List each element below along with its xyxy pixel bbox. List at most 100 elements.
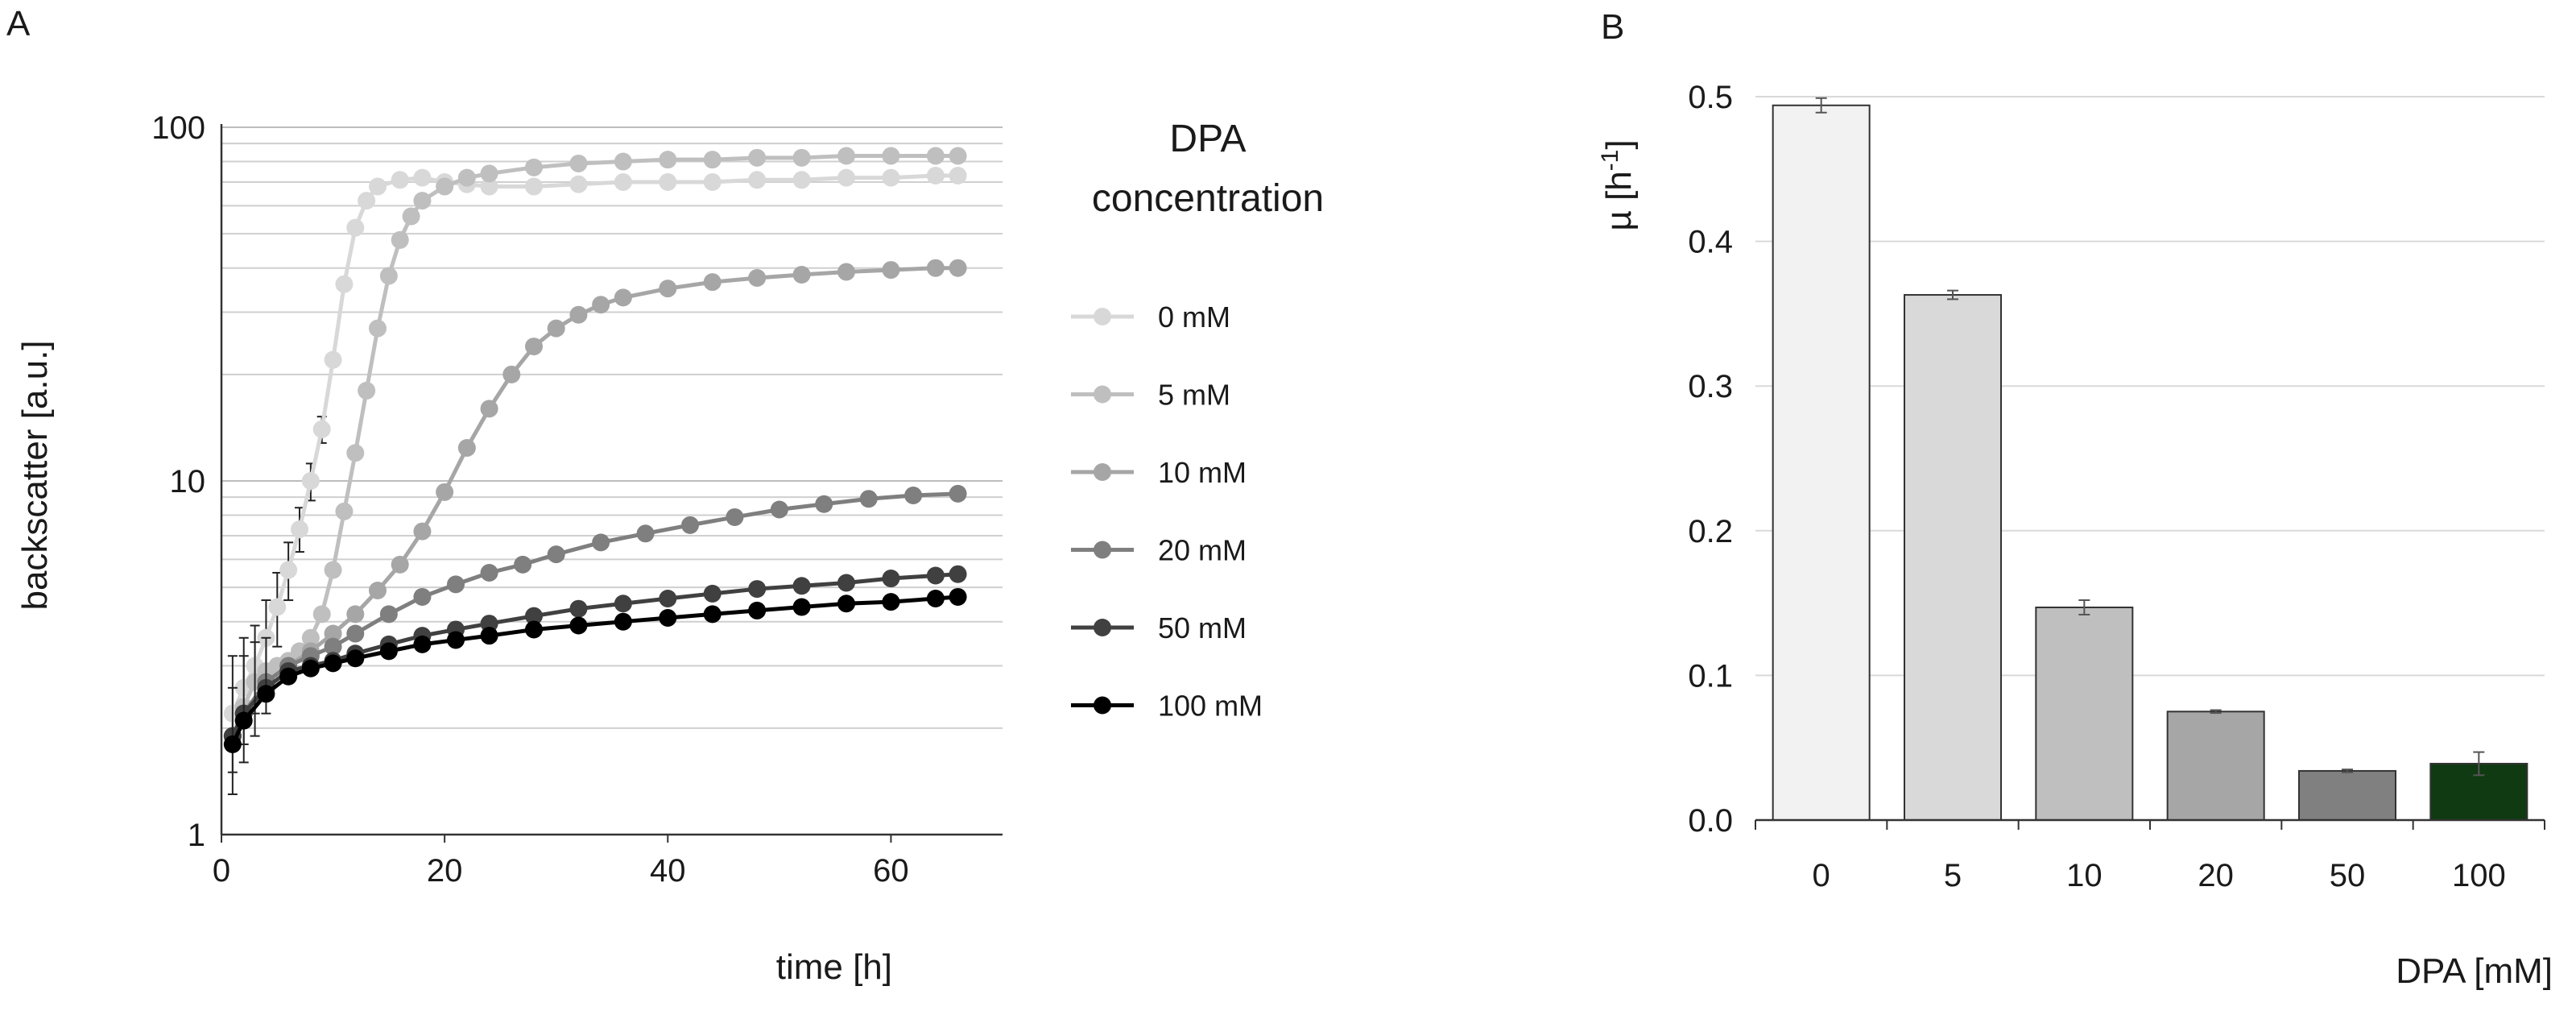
bar-10 [2035,606,2134,821]
panel-a-series [223,147,967,795]
series-20-mM [223,484,967,745]
legend-swatch-marker [1094,463,1111,481]
data-point [525,177,543,196]
data-point [949,259,967,277]
data-point [792,577,811,595]
panel-a-tick-labels: 0 20 40 60 1 10 100 [151,110,908,889]
data-point [301,628,320,647]
data-point [792,265,811,284]
data-point [569,599,588,618]
data-point [926,167,945,185]
data-point [301,472,320,490]
panel-a-legend: DPA concentration 0 mM 5 mM 10 mM 20 mM 50 m… [1071,118,1324,723]
data-point [681,516,699,534]
data-point [949,565,967,583]
data-point [949,587,967,606]
data-point [882,168,900,187]
data-point [837,595,855,613]
data-point [480,615,498,633]
data-point [770,500,788,519]
data-point [569,616,588,635]
data-point [837,168,855,187]
data-point [614,152,632,171]
x-tick-label-a: 60 [873,853,909,889]
y-tick-label-b: 0.0 [1688,803,1733,839]
data-point [547,319,565,338]
panel-a-axes [220,124,1003,836]
series-100-mM [223,587,967,795]
data-point [792,148,811,167]
data-point [949,147,967,165]
data-point [413,522,432,541]
data-point [748,269,767,288]
legend-label: 0 mM [1158,300,1230,334]
panel-a-y-axis-title: backscatter [a.u.] [15,340,55,610]
data-point [346,624,365,643]
data-point [614,612,632,631]
data-point [413,587,432,606]
data-point [358,192,376,210]
data-point [703,584,722,603]
series-5-mM [223,147,967,745]
data-point [379,642,398,661]
legend-title-line1: DPA [1169,118,1246,160]
data-point [324,654,342,673]
series-line [230,491,958,737]
data-point [480,164,498,183]
data-point [748,601,767,619]
data-point [324,350,342,369]
data-point [525,338,543,356]
x-tick-label-b: 50 [2330,858,2366,893]
data-point [525,158,543,176]
data-point [301,659,320,677]
data-point [480,627,498,645]
legend-items: 0 mM 5 mM 10 mM 20 mM 50 mM 100 mM [1071,300,1263,723]
y-tick-label-b: 0.3 [1688,369,1733,404]
legend-label: 50 mM [1158,611,1247,644]
data-point [346,649,365,668]
legend-title-line2: concentration [1092,177,1324,220]
data-point [949,484,967,503]
data-point [369,582,387,600]
legend-item: 0 mM [1071,300,1230,334]
panel-b-y-axis-title: µ [h-1] [1597,139,1639,230]
data-point [480,563,498,582]
data-point [402,207,420,226]
panel-b-y-axis-title-end: ] [1599,139,1639,149]
data-point [257,685,275,703]
data-point [525,620,543,639]
data-point [312,605,331,624]
data-point [592,296,610,314]
data-point [926,259,945,277]
panel-b-gridlines [1755,96,2545,677]
legend-label: 20 mM [1158,534,1247,567]
data-point [859,490,878,508]
panel-a-letter: A [6,4,31,44]
series-line [230,595,958,746]
data-point [569,305,588,324]
data-point [726,508,744,526]
data-point [514,555,532,574]
data-point [837,574,855,592]
series-line [230,572,958,737]
data-point [223,735,242,753]
legend-swatch-marker [1094,619,1111,636]
data-point [324,637,342,656]
data-point [926,147,945,165]
legend-swatch-marker [1094,308,1111,325]
data-point [480,400,498,418]
y-tick-label-a: 100 [151,110,205,146]
data-point [904,486,923,504]
data-point [569,175,588,193]
panel-b-bars [1772,97,2528,821]
legend-item: 5 mM [1071,379,1230,412]
data-point [480,177,498,196]
data-point [614,288,632,307]
data-point [369,177,387,196]
data-point [636,524,655,543]
data-point [949,167,967,185]
data-point [748,148,767,167]
